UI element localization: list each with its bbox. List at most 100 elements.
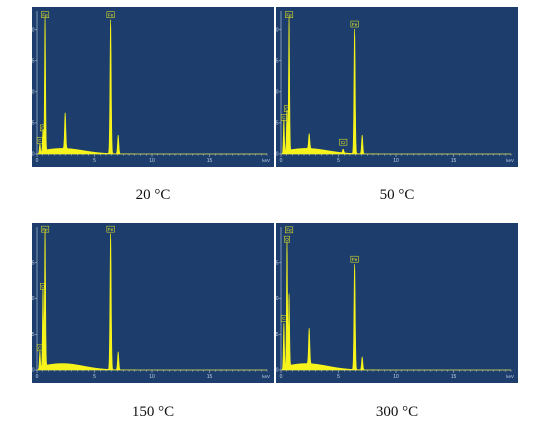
y-tick-label: 5 [276, 332, 279, 338]
element-label: Fe [108, 227, 114, 232]
y-tick-label: 0 [276, 152, 279, 158]
element-label: Cr [341, 140, 346, 145]
caption-150c: 150 °C [131, 404, 175, 420]
element-label-box [283, 235, 290, 243]
x-tick-label: 5 [93, 374, 96, 380]
x-tick-label: 0 [36, 158, 39, 164]
x-tick-label: 15 [207, 158, 213, 164]
element-label: Fe [42, 227, 48, 232]
spectrum-trace [36, 16, 268, 155]
caption-300c: 300 °C [375, 404, 419, 420]
peak-point [110, 19, 111, 21]
peak-point [283, 119, 285, 121]
peak-point [342, 149, 344, 151]
caption-20c: 20 °C [135, 187, 171, 203]
peak-point [354, 264, 355, 266]
peak-point [110, 233, 111, 235]
element-label-box [36, 137, 43, 144]
peak-point [308, 333, 310, 335]
element-label-box [280, 315, 287, 322]
element-label-box [280, 114, 287, 121]
x-tick-label: 0 [280, 158, 283, 164]
x-axis-label: keV [262, 158, 270, 163]
x-tick-label: 15 [451, 158, 457, 164]
element-label-box [350, 255, 359, 263]
peak-point [39, 144, 41, 146]
element-label: C [282, 316, 286, 321]
y-tick-label: 10 [276, 90, 279, 96]
element-label: C [282, 115, 286, 120]
y-tick-label: 10 [276, 296, 279, 302]
element-label-box [106, 11, 115, 18]
element-label: O [285, 237, 289, 242]
x-tick-label: 5 [337, 374, 340, 380]
peak-point [117, 134, 119, 136]
peak-point [286, 113, 288, 114]
peak-point [354, 29, 355, 31]
x-tick-label: 5 [337, 158, 340, 164]
peak-point [283, 323, 285, 324]
element-label: C [38, 138, 42, 143]
peak-point [44, 233, 46, 235]
element-label-box [36, 344, 43, 352]
peak-point [39, 351, 41, 353]
caption-50c: 50 °C [379, 187, 415, 203]
y-tick-label: 5 [32, 332, 35, 338]
element-label: O [41, 284, 45, 289]
x-tick-label: 5 [93, 158, 96, 164]
element-label-box [39, 124, 46, 132]
x-tick-label: 10 [149, 158, 155, 164]
y-tick-label: 20 [32, 27, 35, 33]
element-label: Fe [352, 257, 358, 262]
x-tick-label: 0 [36, 374, 39, 380]
element-label: O [285, 106, 289, 111]
peak-point [288, 298, 290, 299]
element-label-box [41, 225, 50, 233]
x-axis-label: keV [506, 374, 514, 379]
x-axis-label: keV [262, 374, 270, 379]
y-tick-label: 0 [32, 152, 35, 158]
x-tick-label: 15 [451, 374, 457, 380]
peak-point [286, 244, 288, 246]
y-tick-label: 10 [32, 90, 35, 96]
element-label-box [106, 225, 115, 233]
peak-point [288, 19, 290, 21]
peak-point [44, 19, 46, 21]
peak-point [117, 351, 119, 353]
x-tick-label: 10 [149, 374, 155, 380]
y-tick-label: 5 [276, 121, 279, 127]
x-axis-label: keV [506, 158, 514, 163]
element-label: Fe [108, 12, 114, 17]
element-label: C [38, 346, 42, 351]
element-label-box [39, 283, 46, 290]
y-tick-label: 15 [32, 58, 35, 64]
x-tick-label: 0 [280, 374, 283, 380]
element-label: O [41, 126, 45, 131]
y-tick-label: 20 [276, 27, 279, 33]
y-tick-label: 15 [32, 260, 35, 266]
element-label: Fe [42, 12, 48, 17]
x-tick-label: 10 [393, 374, 399, 380]
y-tick-label: 0 [276, 368, 279, 374]
element-label: Fe [286, 12, 292, 17]
peak-point [42, 131, 44, 133]
peak-point [64, 117, 66, 119]
peak-point [308, 138, 310, 140]
y-tick-label: 15 [276, 58, 279, 64]
y-tick-label: 0 [32, 368, 35, 374]
y-tick-label: 10 [32, 296, 35, 302]
spectrum-trace [280, 16, 512, 155]
element-label-box [285, 11, 294, 18]
element-label-box [41, 11, 50, 18]
x-tick-label: 10 [393, 158, 399, 164]
element-label-box [285, 226, 294, 234]
peak-point [42, 290, 44, 292]
element-label: Fe [352, 22, 358, 27]
element-label-box [350, 20, 359, 28]
y-tick-label: 5 [32, 121, 35, 127]
